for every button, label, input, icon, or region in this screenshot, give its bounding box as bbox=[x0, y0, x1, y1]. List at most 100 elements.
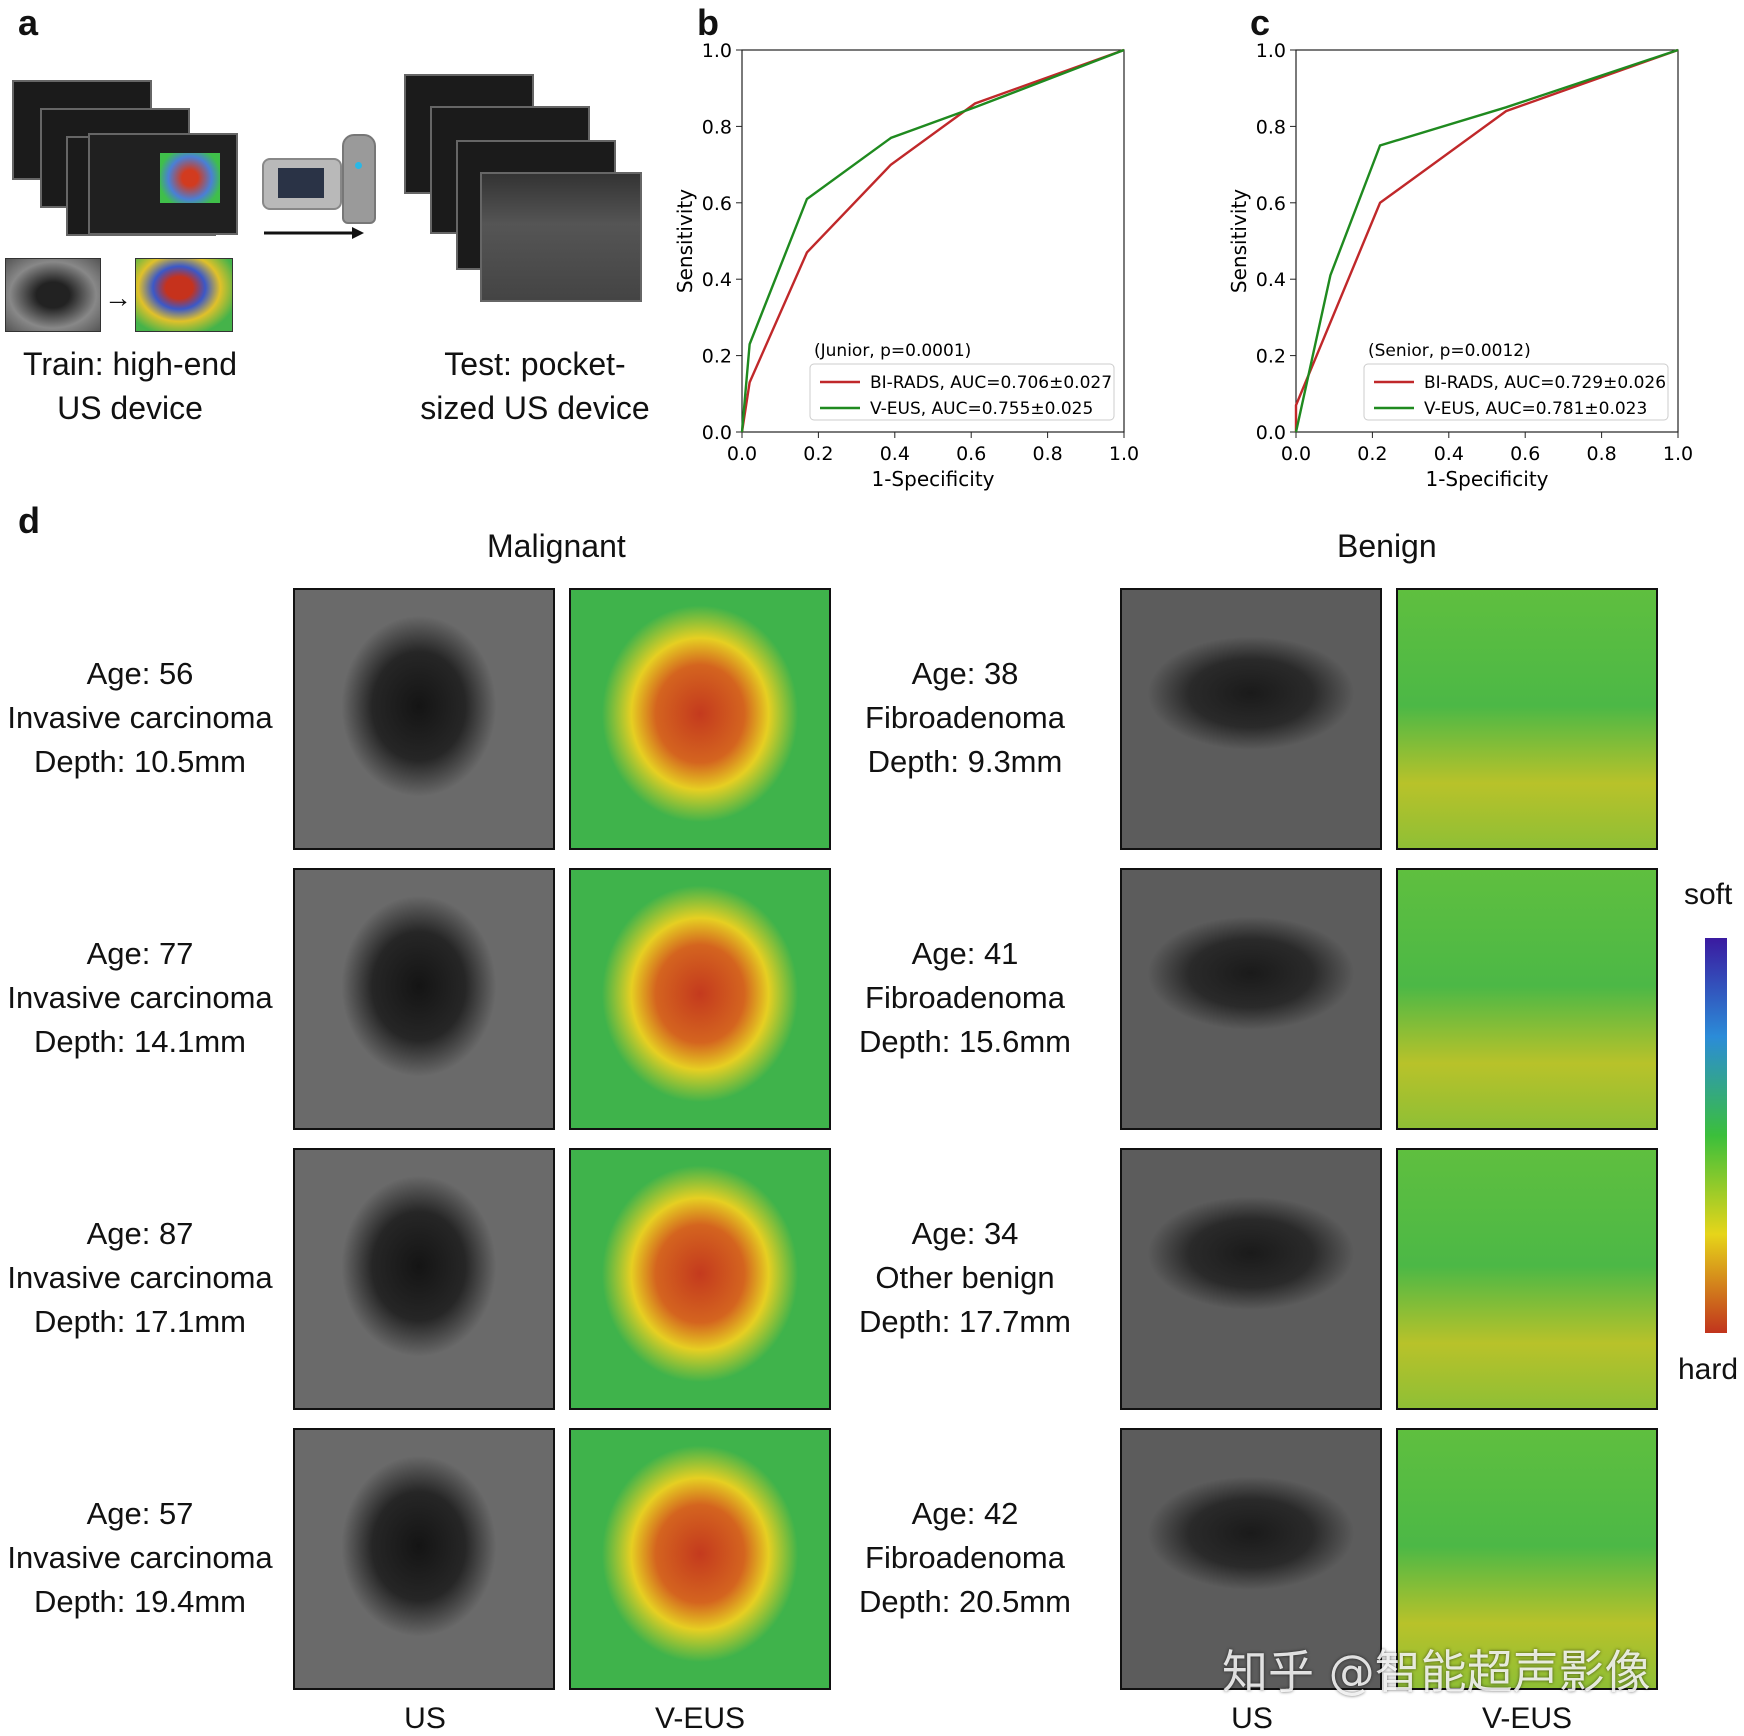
benign-us-image-3 bbox=[1120, 1148, 1382, 1410]
x-tick-label: 0.4 bbox=[1434, 443, 1464, 465]
series-line-bi-rads bbox=[1294, 48, 1679, 432]
x-tick-label: 0.6 bbox=[956, 443, 986, 465]
case-diagnosis: Invasive carcinoma bbox=[7, 980, 273, 1015]
x-tick-label: 0.2 bbox=[803, 443, 833, 465]
x-tick-label: 1.0 bbox=[1663, 443, 1693, 465]
watermark: 知乎 @智能超声影像 bbox=[1222, 1645, 1651, 1699]
x-tick-label: 0.0 bbox=[727, 443, 757, 465]
footer-malignant-veus: V-EUS bbox=[654, 1702, 746, 1735]
y-tick-label: 0.2 bbox=[1256, 346, 1286, 368]
panel-c-letter: c bbox=[1250, 2, 1271, 43]
y-tick-label: 0.8 bbox=[702, 116, 732, 138]
colorbar-bottom-label: hard bbox=[1678, 1353, 1739, 1386]
legend-entry: V-EUS, AUC=0.755±0.025 bbox=[870, 399, 1093, 419]
test-caption-line2: sized US device bbox=[420, 390, 650, 426]
malignant-veus-image-1 bbox=[569, 588, 831, 850]
malignant-us-image-1 bbox=[293, 588, 555, 850]
y-tick-label: 0.8 bbox=[1256, 116, 1286, 138]
y-tick-label: 0.2 bbox=[702, 346, 732, 368]
roc-chart-senior: 0.0 0.2 0.4 0.6 0.8 1.0 0.0 0.2 0.4 0.6 0.8 1.0 1-Sp… bbox=[1227, 40, 1693, 491]
train-veus-thumbnail bbox=[135, 258, 233, 332]
right-arrow-icon: → bbox=[104, 282, 132, 313]
malignant-veus-image-4 bbox=[569, 1428, 831, 1690]
malignant-us-image-3 bbox=[293, 1148, 555, 1410]
case-age: Age: 42 bbox=[911, 1496, 1019, 1531]
legend-box bbox=[1363, 363, 1669, 421]
y-tick-label: 1.0 bbox=[702, 40, 732, 62]
case-age: Age: 77 bbox=[86, 936, 194, 971]
test-caption: Test: pocket- sized US device bbox=[400, 342, 670, 430]
plot-frame bbox=[1295, 49, 1679, 433]
footer-malignant-us: US bbox=[404, 1702, 446, 1735]
legend-box bbox=[809, 363, 1115, 421]
train-caption: Train: high-end US device bbox=[0, 342, 260, 430]
malignant-case-label-3: Age: 87 Invasive carcinoma Depth: 17.1mm bbox=[0, 1212, 285, 1344]
x-axis-label: 1-Specificity bbox=[871, 467, 994, 491]
plot-frame bbox=[741, 49, 1125, 433]
footer-benign-us: US bbox=[1231, 1702, 1273, 1735]
y-tick-label: 0.6 bbox=[702, 193, 732, 215]
malignant-veus-image-2 bbox=[569, 868, 831, 1130]
benign-us-image-2 bbox=[1120, 868, 1382, 1130]
case-diagnosis: Invasive carcinoma bbox=[7, 700, 273, 735]
series-line-v-eus bbox=[1294, 48, 1679, 433]
panel-a-letter: a bbox=[18, 2, 39, 43]
malignant-veus-image-3 bbox=[569, 1148, 831, 1410]
y-axis-label: Sensitivity bbox=[673, 189, 697, 293]
benign-veus-image-3 bbox=[1396, 1148, 1658, 1410]
handheld-probe-icon bbox=[262, 130, 382, 224]
roc-chart-junior: 0.0 0.2 0.4 0.6 0.8 1.0 0.0 0.2 0.4 0.6 0.8 1.0 1-Sp… bbox=[673, 40, 1139, 491]
benign-veus-image-1 bbox=[1396, 588, 1658, 850]
case-diagnosis: Fibroadenoma bbox=[865, 1540, 1065, 1575]
case-depth: Depth: 15.6mm bbox=[859, 1024, 1071, 1059]
legend-entry: V-EUS, AUC=0.781±0.023 bbox=[1424, 399, 1647, 419]
legend-title: (Junior, p=0.0001) bbox=[814, 341, 971, 361]
case-diagnosis: Fibroadenoma bbox=[865, 980, 1065, 1015]
series-line-bi-rads bbox=[740, 48, 1125, 433]
malignant-case-label-2: Age: 77 Invasive carcinoma Depth: 14.1mm bbox=[0, 932, 285, 1064]
benign-case-label-1: Age: 38 Fibroadenoma Depth: 9.3mm bbox=[820, 652, 1110, 784]
test-device-screens bbox=[400, 70, 645, 305]
y-tick-label: 0.6 bbox=[1256, 193, 1286, 215]
y-tick-label: 0.0 bbox=[702, 422, 732, 444]
x-tick-label: 0.2 bbox=[1357, 443, 1387, 465]
x-tick-label: 0.8 bbox=[1586, 443, 1616, 465]
case-depth: Depth: 10.5mm bbox=[34, 744, 246, 779]
train-caption-line1: Train: high-end bbox=[22, 346, 238, 382]
y-axis-label: Sensitivity bbox=[1227, 189, 1251, 293]
panel-d-letter: d bbox=[18, 500, 40, 541]
series-line-v-eus bbox=[740, 48, 1125, 433]
legend-title: (Senior, p=0.0012) bbox=[1368, 341, 1531, 361]
case-age: Age: 56 bbox=[86, 656, 194, 691]
x-tick-label: 0.6 bbox=[1510, 443, 1540, 465]
case-diagnosis: Fibroadenoma bbox=[865, 700, 1065, 735]
train-screen-4 bbox=[88, 133, 238, 235]
case-depth: Depth: 17.1mm bbox=[34, 1304, 246, 1339]
benign-us-image-4 bbox=[1120, 1428, 1382, 1690]
y-tick-label: 1.0 bbox=[1256, 40, 1286, 62]
malignant-title: Malignant bbox=[487, 528, 626, 564]
benign-case-label-2: Age: 41 Fibroadenoma Depth: 15.6mm bbox=[820, 932, 1110, 1064]
case-diagnosis: Other benign bbox=[875, 1260, 1055, 1295]
case-depth: Depth: 9.3mm bbox=[867, 744, 1063, 779]
case-age: Age: 41 bbox=[911, 936, 1019, 971]
x-tick-label: 0.0 bbox=[1281, 443, 1311, 465]
benign-case-label-3: Age: 34 Other benign Depth: 17.7mm bbox=[820, 1212, 1110, 1344]
case-age: Age: 57 bbox=[86, 1496, 194, 1531]
malignant-case-label-1: Age: 56 Invasive carcinoma Depth: 10.5mm bbox=[0, 652, 285, 784]
malignant-case-label-4: Age: 57 Invasive carcinoma Depth: 19.4mm bbox=[0, 1492, 285, 1624]
panel-b-letter: b bbox=[697, 2, 719, 43]
benign-veus-image-2 bbox=[1396, 868, 1658, 1130]
case-diagnosis: Invasive carcinoma bbox=[7, 1540, 273, 1575]
malignant-us-image-4 bbox=[293, 1428, 555, 1690]
test-caption-line1: Test: pocket- bbox=[444, 346, 626, 382]
case-depth: Depth: 19.4mm bbox=[34, 1584, 246, 1619]
case-depth: Depth: 20.5mm bbox=[859, 1584, 1071, 1619]
benign-title: Benign bbox=[1337, 528, 1437, 564]
y-tick-label: 0.4 bbox=[1256, 269, 1286, 291]
train-device-screens bbox=[10, 78, 240, 238]
case-diagnosis: Invasive carcinoma bbox=[7, 1260, 273, 1295]
x-tick-label: 1.0 bbox=[1109, 443, 1139, 465]
right-long-arrow-icon bbox=[264, 227, 364, 239]
x-tick-label: 0.8 bbox=[1032, 443, 1062, 465]
